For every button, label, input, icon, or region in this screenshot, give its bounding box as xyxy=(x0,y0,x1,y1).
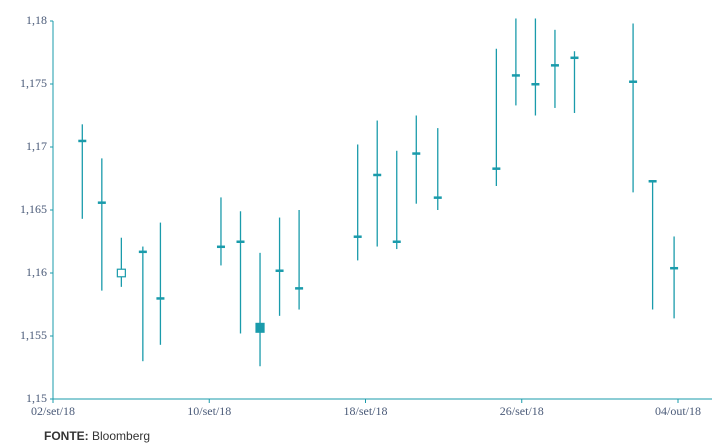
source-name: Bloomberg xyxy=(92,429,150,443)
body xyxy=(353,235,362,238)
body xyxy=(412,152,421,155)
body xyxy=(97,201,106,204)
y-tick-label: 1,175 xyxy=(20,76,47,90)
body xyxy=(216,245,225,249)
body xyxy=(392,240,401,243)
body xyxy=(295,287,304,290)
y-tick-label: 1,165 xyxy=(20,202,47,216)
y-tick-label: 1,16 xyxy=(26,265,47,279)
body xyxy=(570,56,579,60)
y-tick-label: 1,18 xyxy=(26,13,47,27)
body xyxy=(550,64,559,67)
x-tick-label: 02/set/18 xyxy=(31,404,75,418)
body xyxy=(492,167,501,170)
body xyxy=(629,80,638,83)
body xyxy=(648,180,657,183)
x-tick-label: 10/set/18 xyxy=(187,404,231,418)
x-tick-label: 26/set/18 xyxy=(500,404,544,418)
body xyxy=(78,139,87,143)
source-label: FONTE: xyxy=(44,429,89,443)
body xyxy=(275,269,284,272)
y-tick-label: 1,17 xyxy=(26,139,47,153)
body xyxy=(255,322,265,333)
body xyxy=(156,297,165,300)
body xyxy=(116,268,126,278)
source: FONTE: Bloomberg xyxy=(44,429,150,443)
body xyxy=(531,83,540,86)
x-tick-label: 04/out/18 xyxy=(655,404,701,418)
y-tick-label: 1,155 xyxy=(20,328,47,342)
body xyxy=(138,250,147,254)
body xyxy=(236,240,245,243)
body xyxy=(373,173,382,177)
body xyxy=(670,266,679,270)
body xyxy=(511,74,520,77)
y-tick-label: 1,15 xyxy=(26,391,47,405)
x-tick-label: 18/set/18 xyxy=(344,404,388,418)
body xyxy=(433,196,442,199)
